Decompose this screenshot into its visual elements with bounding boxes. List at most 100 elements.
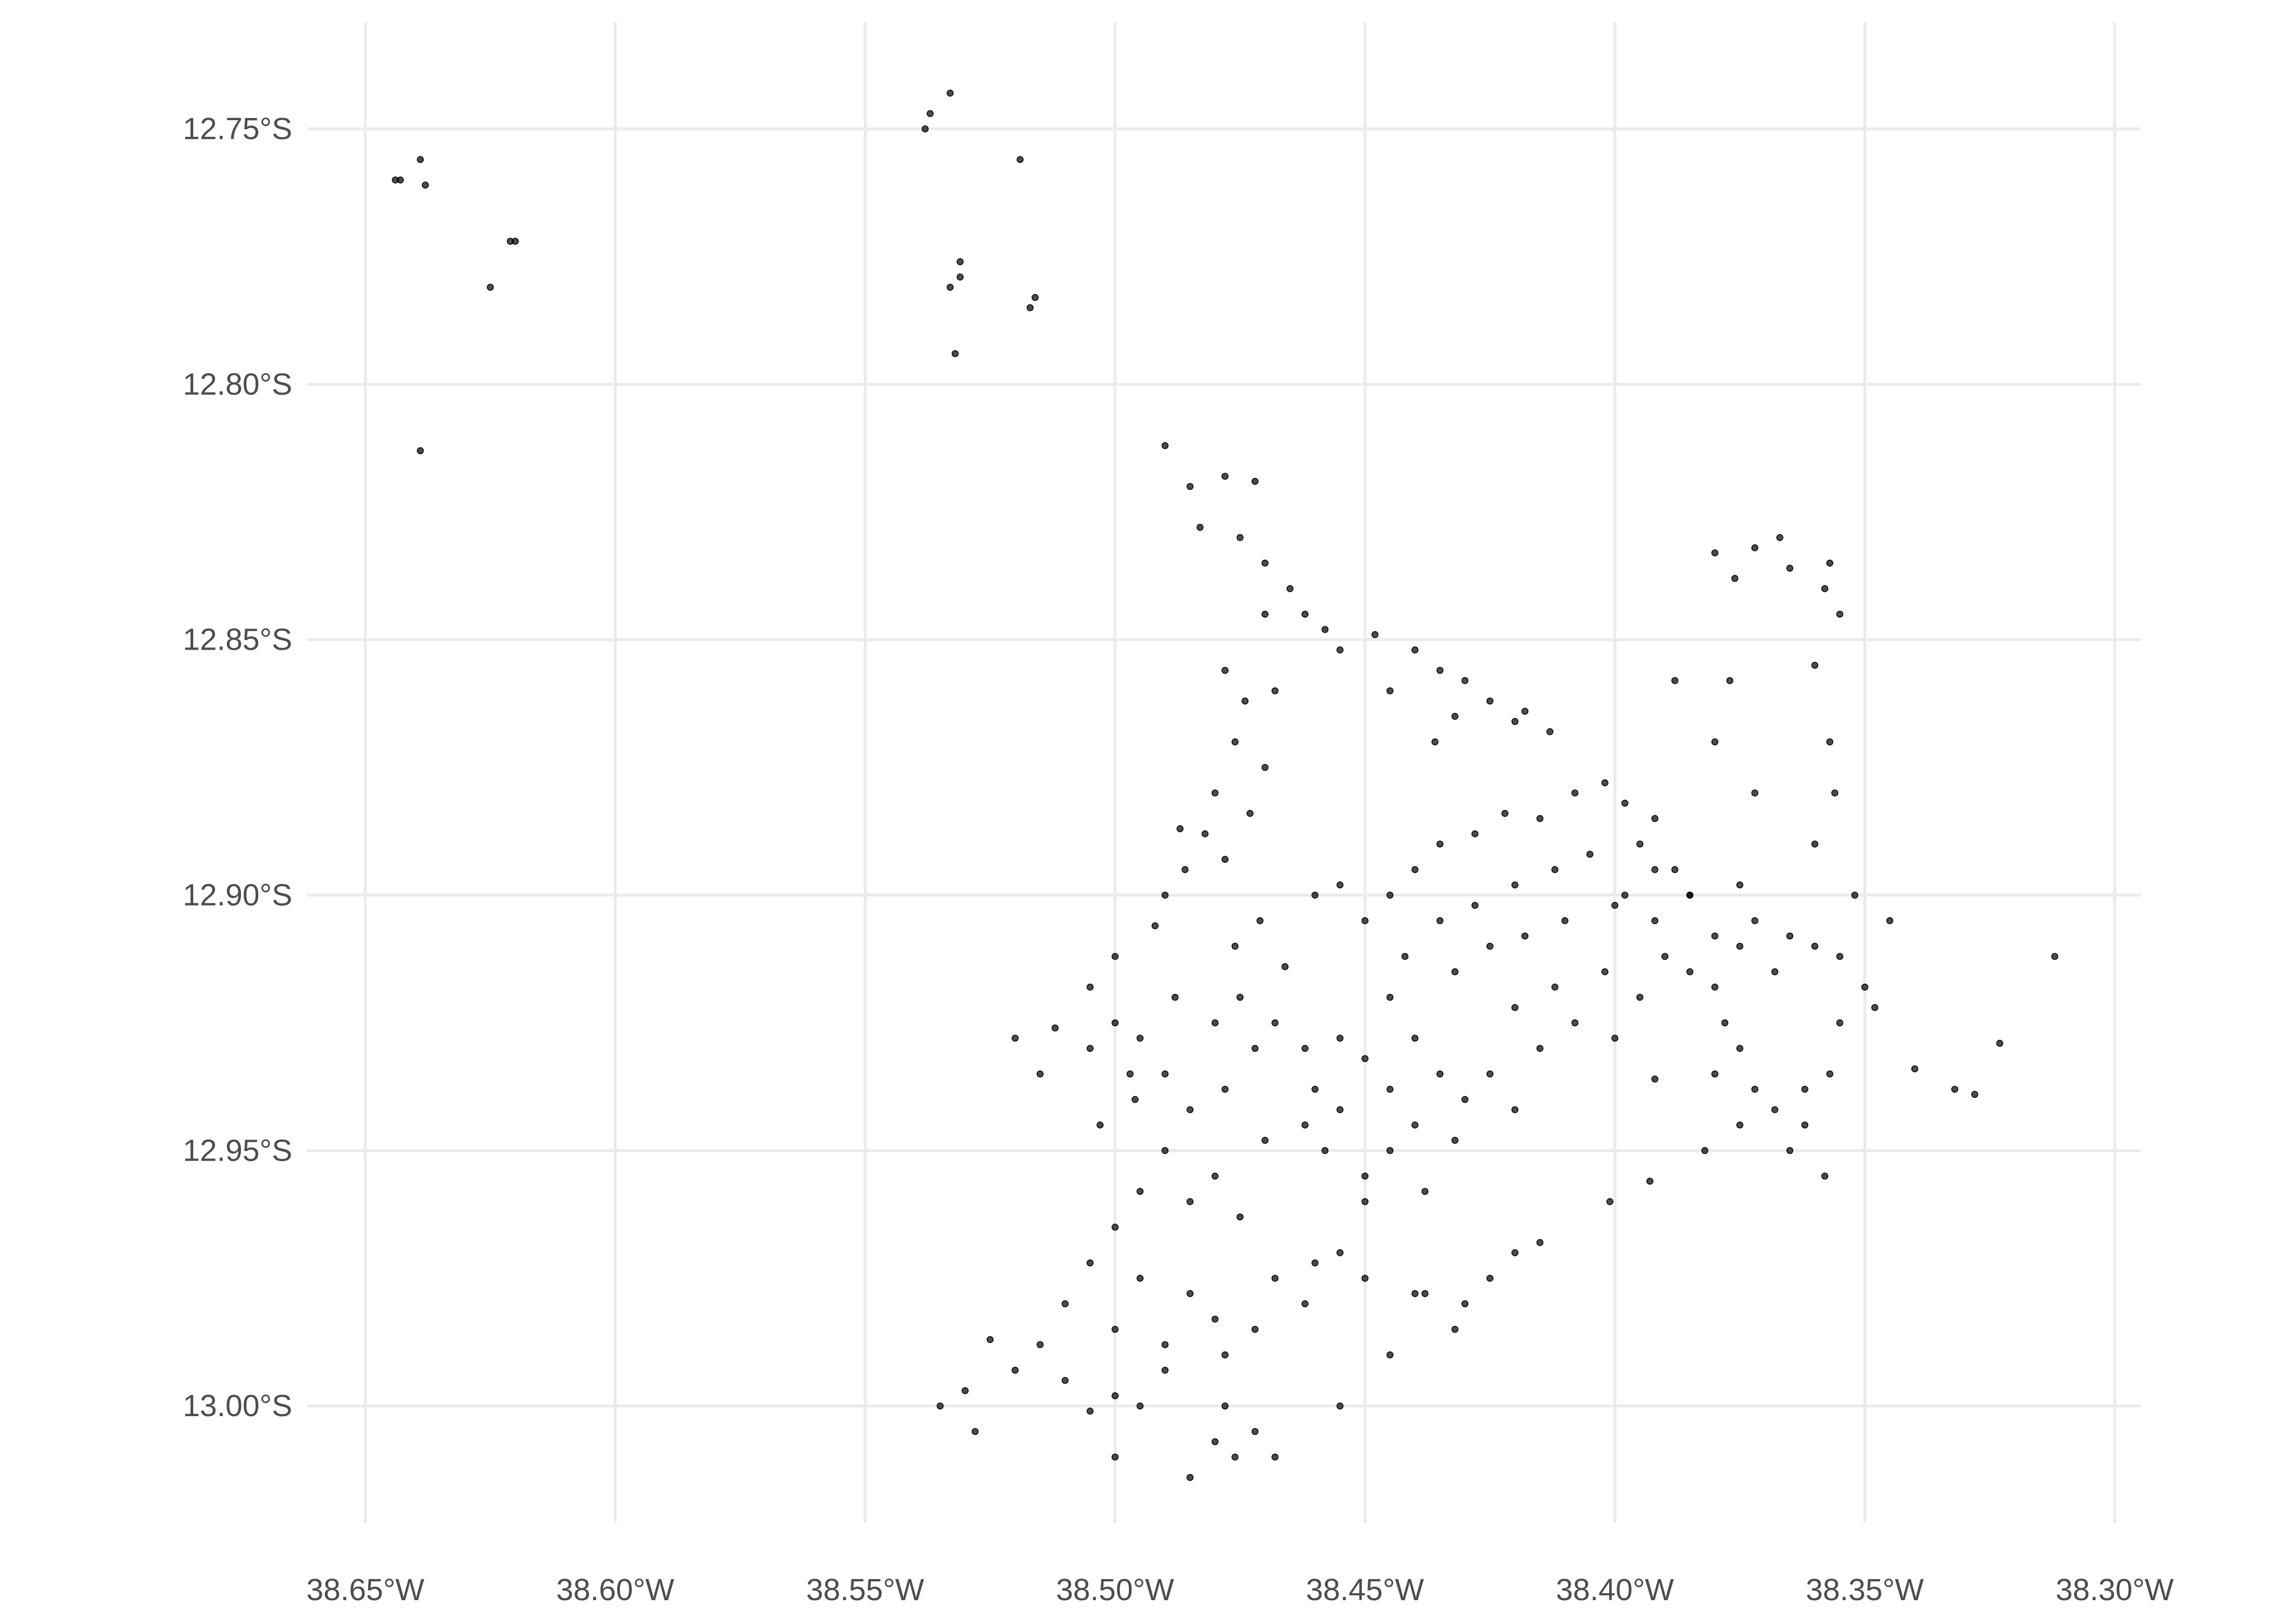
data-point [1086,1259,1094,1267]
x-tick-label: 38.40°W [1556,1573,1674,1607]
data-point [1801,1085,1808,1093]
data-point [1361,917,1369,925]
data-point [1086,1045,1094,1052]
data-point [956,258,964,265]
data-point [962,1387,969,1394]
data-point [1561,917,1569,925]
data-point [1186,1198,1194,1206]
data-point [1161,442,1169,449]
data-point [1136,1402,1144,1410]
data-point [1461,1300,1469,1307]
data-point [1256,917,1264,925]
data-point [1371,631,1379,638]
data-point [1651,1075,1658,1083]
data-point [1621,892,1629,899]
data-point [1771,1106,1779,1114]
data-point [926,110,934,117]
data-point [1301,1045,1309,1052]
data-point [1786,1147,1794,1154]
data-point [1311,1085,1319,1093]
data-point [1651,866,1658,873]
x-tick-label: 38.35°W [1806,1573,1924,1607]
y-tick-label: 13.00°S [183,1389,292,1423]
data-point [1551,866,1559,873]
data-point [1786,932,1794,940]
data-point [1251,1326,1259,1333]
data-point [1386,993,1394,1001]
data-point [1271,1453,1279,1461]
data-point [1211,789,1219,797]
data-point [1051,1024,1059,1032]
data-point [422,181,429,189]
data-point [1336,881,1344,889]
y-tick-label: 12.90°S [183,878,292,912]
data-point [1321,1147,1329,1154]
data-point [512,238,519,245]
data-point [1411,1121,1419,1129]
data-point [1251,1045,1259,1052]
data-point [1521,932,1528,940]
data-point [1836,1019,1844,1026]
data-point [946,284,954,291]
data-point [1771,968,1779,975]
data-point [1301,611,1309,618]
data-point [1701,1147,1709,1154]
data-point [1451,1326,1459,1333]
data-point [1036,1070,1044,1078]
data-point [1161,1070,1169,1078]
data-point [1311,1259,1319,1267]
data-point [1621,800,1629,807]
data-point [1636,993,1644,1001]
data-point [1161,1341,1169,1348]
data-point [1511,881,1519,889]
data-point [1486,1070,1494,1078]
data-point [1786,565,1794,572]
data-point [1536,1239,1544,1246]
data-point [1436,917,1444,925]
data-point [986,1336,994,1344]
data-point [1301,1121,1309,1129]
data-point [1851,892,1859,899]
data-point [1821,585,1828,592]
data-point [1721,1019,1729,1026]
data-point [1486,697,1494,705]
data-point [1471,830,1479,837]
data-point [1511,718,1519,725]
data-point [936,1402,944,1410]
data-point [1161,1147,1169,1154]
data-point [1751,917,1759,925]
data-point [1711,738,1718,745]
data-point [1161,1366,1169,1374]
data-point [956,273,964,281]
data-point [1801,1121,1808,1129]
data-point [1811,662,1819,669]
data-point [1546,728,1554,736]
data-point [951,350,959,357]
y-tick-label: 12.75°S [183,112,292,146]
data-point [1211,1019,1219,1026]
data-point [1651,917,1658,925]
data-point [1671,677,1678,684]
data-point [1131,1096,1139,1103]
data-point [1436,1070,1444,1078]
data-point [1651,815,1658,822]
data-point [1177,825,1184,833]
data-point [1486,1274,1494,1282]
data-point [1361,1198,1369,1206]
data-point [1251,477,1259,485]
data-point [1411,646,1419,654]
data-point [1231,1453,1239,1461]
data-point [1401,953,1409,960]
y-axis-tick-labels: 12.75°S 12.80°S 12.85°S 12.90°S 12.95°S 13.00… [183,112,292,1423]
data-point [1551,983,1559,991]
data-point [416,156,424,163]
data-point [1261,764,1269,771]
data-point [1336,1034,1344,1042]
data-point [1221,1085,1229,1093]
data-point [1826,1070,1834,1078]
data-point [1151,922,1159,929]
data-point [1411,866,1419,873]
data-point [1261,559,1269,567]
data-point [1751,1085,1759,1093]
